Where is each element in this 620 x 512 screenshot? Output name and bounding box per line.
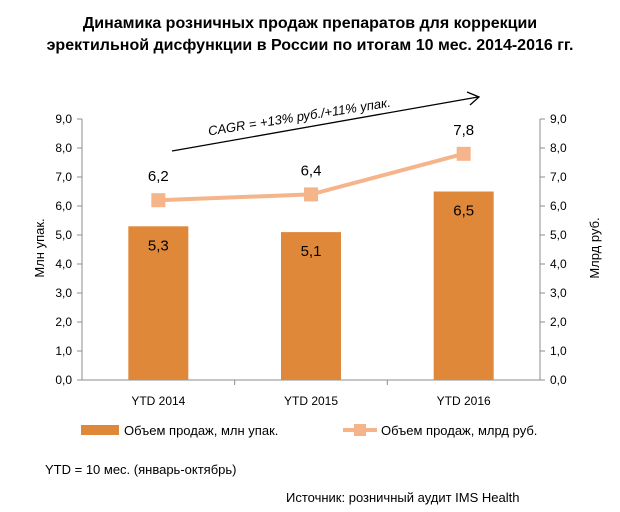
line-data-label: 6,4 <box>301 162 322 179</box>
legend: Объем продаж, млн упак. Объем продаж, мл… <box>81 423 537 438</box>
x-category-label: YTD 2014 <box>131 394 185 408</box>
y-left-tick-label: 3,0 <box>55 286 72 300</box>
y-right-tick-label: 0,0 <box>550 373 567 387</box>
y-right-tick-label: 6,0 <box>550 199 567 213</box>
bar <box>128 226 189 380</box>
chart-title-line-1: Динамика розничных продаж препаратов для… <box>83 15 537 32</box>
cagr-arrow <box>171 96 479 152</box>
bar-data-label: 5,3 <box>148 237 169 254</box>
line-marker <box>151 193 166 208</box>
y-right-tick-label: 7,0 <box>550 170 567 184</box>
source-note: Источник: розничный аудит IMS Health <box>286 490 519 505</box>
x-category-label: YTD 2015 <box>284 394 338 408</box>
y-right-tick-label: 9,0 <box>550 112 567 126</box>
y-left-tick-label: 2,0 <box>55 315 72 329</box>
line-data-label: 6,2 <box>148 168 169 185</box>
y-left-tick-label: 8,0 <box>55 141 72 155</box>
bar <box>433 191 494 380</box>
y-left-tick-label: 4,0 <box>55 257 72 271</box>
bar-data-label: 5,1 <box>301 243 322 260</box>
legend-bar-label: Объем продаж, млн упак. <box>124 423 278 438</box>
line-data-label: 7,8 <box>453 122 474 139</box>
y-left-tick-label: 5,0 <box>55 228 72 242</box>
y-right-tick-label: 1,0 <box>550 344 567 358</box>
line-marker <box>456 146 471 161</box>
bar-data-label: 6,5 <box>453 203 474 220</box>
y-right-tick-label: 4,0 <box>550 257 567 271</box>
chart-title: Динамика розничных продаж препаратов для… <box>47 15 574 54</box>
y-left-tick-label: 9,0 <box>55 112 72 126</box>
legend-bar-swatch <box>81 425 119 435</box>
cagr-arrowhead <box>466 91 481 106</box>
line-marker <box>304 187 318 202</box>
legend-line-marker <box>354 424 366 436</box>
bar <box>281 232 341 380</box>
legend-item-bar: Объем продаж, млн упак. <box>81 423 278 438</box>
y-left-tick-label: 0,0 <box>55 373 72 387</box>
y-right-tick-label: 5,0 <box>550 228 567 242</box>
chart-title-line-2: эректильной дисфункции в России по итога… <box>47 37 574 54</box>
y-right-tick-label: 8,0 <box>550 141 567 155</box>
y-left-tick-label: 1,0 <box>55 344 72 358</box>
cagr-annotation: CAGR = +13% руб./+11% упак. <box>171 91 481 152</box>
y-left-tick-label: 7,0 <box>55 170 72 184</box>
y-left-axis-label: Млн упак. <box>32 218 47 277</box>
y-right-tick-label: 2,0 <box>550 315 567 329</box>
plot-area: 0,0 1,0 2,0 3,0 4,0 5,0 6,0 7,0 8,0 9,0 0,0 1,0 2,0 3… <box>55 112 567 408</box>
y-right-axis-label: Млрд руб. <box>587 217 602 278</box>
legend-item-line: Объем продаж, млрд руб. <box>343 423 537 438</box>
y-left-tick-label: 6,0 <box>55 199 72 213</box>
legend-line-label: Объем продаж, млрд руб. <box>381 423 537 438</box>
y-right-tick-label: 3,0 <box>550 286 567 300</box>
x-category-label: YTD 2016 <box>437 394 491 408</box>
ytd-note: YTD = 10 мес. (январь-октябрь) <box>45 462 236 477</box>
